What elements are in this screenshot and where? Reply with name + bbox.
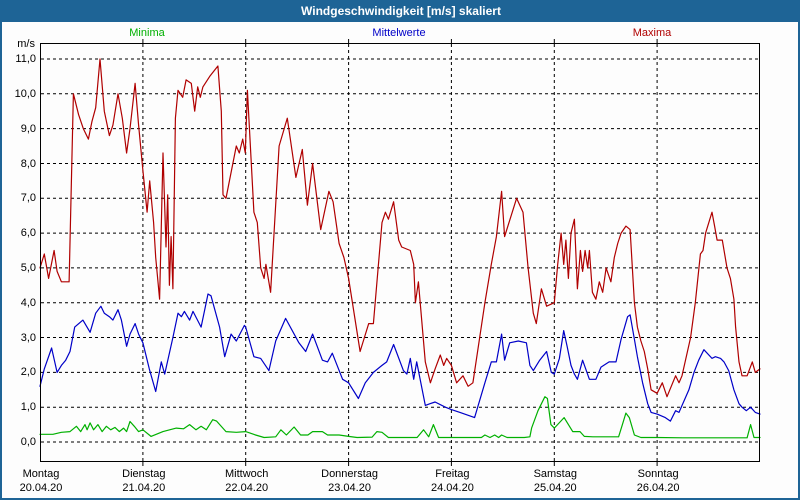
- day-date: 21.04.20: [122, 482, 166, 494]
- day-date: 25.04.20: [533, 482, 577, 494]
- y-tick-label: 5,0: [20, 261, 36, 274]
- day-date: 23.04.20: [328, 482, 371, 494]
- day-name: Freitag: [435, 468, 470, 480]
- day-label-dienstag: Dienstag 21.04.20: [89, 467, 199, 495]
- day-name: Sonntag: [637, 468, 679, 480]
- day-date: 26.04.20: [636, 482, 680, 494]
- day-label-sonntag: Sonntag 26.04.20: [603, 467, 713, 495]
- plot-area: [39, 39, 761, 466]
- y-tick-label: 2,0: [20, 366, 36, 379]
- mittelwerte-line: [39, 293, 761, 422]
- legend-mittelwerte: Mittelwerte: [372, 27, 426, 39]
- y-tick-label: 4,0: [20, 296, 36, 309]
- minima-line: [39, 396, 761, 439]
- y-tick-label: 1,0: [20, 401, 36, 414]
- day-name: Samstag: [533, 468, 577, 480]
- maxima-line: [39, 58, 761, 398]
- day-name: Montag: [22, 468, 60, 480]
- day-name: Donnerstag: [321, 468, 378, 480]
- y-tick-label: 9,0: [20, 122, 36, 135]
- day-label-montag: Montag 20.04.20: [2, 467, 96, 495]
- legend-maxima: Maxima: [632, 27, 672, 39]
- window-title-bar: Windgeschwindigkeit [m/s] skaliert: [2, 2, 798, 22]
- day-date: 24.04.20: [431, 482, 474, 494]
- day-label-donnerstag: Donnerstag 23.04.20: [295, 467, 405, 495]
- day-label-freitag: Freitag 24.04.20: [397, 467, 507, 495]
- plot-border: [40, 43, 760, 462]
- y-tick-label: 0,0: [20, 436, 36, 448]
- legend-minima: Minima: [129, 27, 165, 39]
- window-title: Windgeschwindigkeit [m/s] skaliert: [301, 4, 501, 18]
- y-tick-label: 11,0: [15, 53, 36, 65]
- y-axis-unit-label: m/s: [17, 38, 35, 50]
- day-name: Dienstag: [122, 468, 166, 480]
- day-label-mittwoch: Mittwoch 22.04.20: [192, 467, 302, 495]
- day-date: 22.04.20: [225, 482, 269, 494]
- y-tick-label: 6,0: [20, 227, 36, 240]
- y-tick-label: 8,0: [20, 157, 36, 170]
- y-tick-label: 10,0: [14, 87, 36, 100]
- day-date: 20.04.20: [19, 482, 63, 494]
- day-name: Mittwoch: [225, 468, 269, 480]
- y-tick-label: 7,0: [20, 192, 36, 205]
- y-tick-label: 3,0: [20, 331, 36, 344]
- day-label-samstag: Samstag 25.04.20: [500, 467, 610, 495]
